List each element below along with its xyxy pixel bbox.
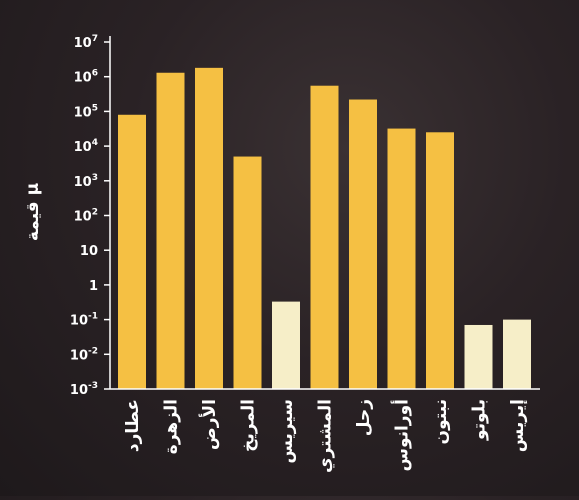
- y-tick-label: 102: [74, 208, 98, 225]
- y-tick-label: 104: [74, 138, 98, 155]
- bar: [503, 319, 531, 389]
- axes: [109, 36, 540, 390]
- y-tick-label: 10-2: [70, 346, 98, 363]
- x-tick-label: أورانوس: [391, 399, 413, 472]
- y-tick-label: 107: [74, 34, 98, 51]
- bar: [464, 324, 493, 389]
- x-tick-label: بلوتو: [470, 399, 490, 441]
- y-tick-label: 10: [80, 244, 98, 259]
- y-tick-label: 1: [89, 279, 98, 294]
- y-tick-label: 10-3: [70, 381, 98, 398]
- bar: [118, 114, 146, 389]
- bar: [387, 128, 416, 389]
- bar: [195, 67, 223, 389]
- bar: [156, 72, 185, 390]
- x-tick-label: سيريس: [277, 399, 297, 464]
- y-axis-label: قيمة μ: [23, 183, 43, 241]
- x-tick-label: زحل: [354, 399, 374, 436]
- x-tick-label: المشتري: [316, 399, 336, 473]
- bar: [233, 156, 262, 389]
- x-tick-label: إيريس: [508, 399, 528, 452]
- y-axis-label-group: قيمة μ: [23, 183, 43, 241]
- bar: [310, 85, 339, 389]
- x-tick-label: الأرض: [199, 399, 220, 450]
- x-tick-label: المريخ: [239, 399, 259, 452]
- x-tick-label: الزهرة: [162, 399, 182, 454]
- bars: [118, 67, 531, 390]
- y-tick-label: 10-1: [70, 312, 98, 329]
- y-tick-label: 103: [74, 173, 98, 190]
- x-tick-label: نبتون: [431, 399, 451, 444]
- x-axis-labels: عطارد الزهرة الأرض المريخ سيريس المشتري زحل أور…: [123, 399, 528, 473]
- y-tick-label: 105: [74, 103, 98, 120]
- y-axis-ticks: 10-3 10-2 10-1 1 10 102 103 104 105 106 107: [70, 34, 110, 398]
- x-tick-label: عطارد: [123, 399, 143, 452]
- y-tick-label: 106: [74, 69, 98, 86]
- bar: [349, 99, 377, 389]
- bar: [272, 301, 300, 389]
- bar: [426, 132, 454, 389]
